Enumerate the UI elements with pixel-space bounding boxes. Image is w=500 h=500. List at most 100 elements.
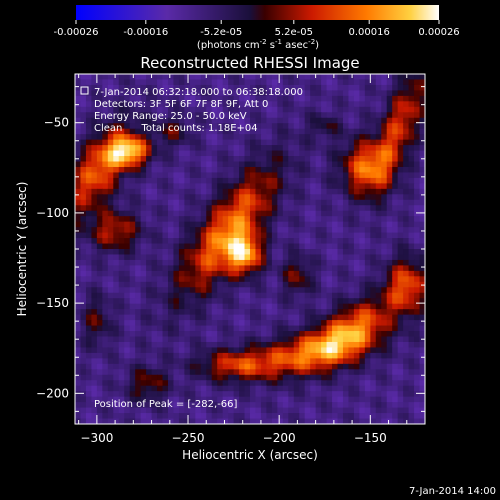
heatmap-cell <box>414 216 421 223</box>
heatmap-cell <box>260 150 268 157</box>
heatmap-cell <box>118 139 125 146</box>
heatmap-cell <box>282 374 289 381</box>
heatmap-cell <box>315 95 322 102</box>
heatmap-cell <box>91 150 98 157</box>
peak-position-text: Position of Peak = [-282,-66] <box>94 399 238 410</box>
heatmap-cell <box>96 418 103 424</box>
heatmap-cell <box>304 352 311 359</box>
heatmap-cell <box>113 139 120 146</box>
heatmap-cell <box>129 79 136 86</box>
heatmap-cell <box>353 418 360 424</box>
heatmap-cell <box>157 374 164 381</box>
heatmap-cell <box>162 347 169 354</box>
heatmap-cell <box>353 369 360 376</box>
heatmap-cell <box>381 84 388 92</box>
heatmap-cell <box>157 341 164 349</box>
heatmap-cell <box>233 134 240 141</box>
heatmap-cell <box>403 413 410 420</box>
heatmap-cell <box>419 385 425 392</box>
heatmap-cell <box>321 259 328 267</box>
heatmap-cell <box>277 314 284 321</box>
heatmap-cell <box>381 172 388 179</box>
heatmap-cell <box>200 243 207 250</box>
heatmap-cell <box>113 352 120 359</box>
heatmap-cell <box>288 221 295 228</box>
heatmap-cell <box>244 243 251 250</box>
heatmap-cell <box>337 369 344 376</box>
heatmap-cell <box>195 227 202 234</box>
heatmap-cell <box>173 232 180 239</box>
heatmap-cell <box>386 79 393 86</box>
heatmap-cell <box>408 238 415 245</box>
heatmap-cell <box>315 265 322 272</box>
heatmap-cell <box>91 413 98 420</box>
heatmap-cell <box>167 385 175 392</box>
heatmap-cell <box>244 352 251 359</box>
heatmap-cell <box>184 74 191 81</box>
heatmap-cell <box>113 117 120 124</box>
heatmap-cell <box>162 331 169 338</box>
heatmap-cell <box>75 292 82 299</box>
heatmap-cell <box>239 177 246 184</box>
heatmap-cell <box>282 249 289 256</box>
heatmap-cell <box>364 238 371 245</box>
heatmap-cell <box>167 380 175 387</box>
heatmap-cell <box>178 238 185 245</box>
heatmap-cell <box>348 259 355 267</box>
heatmap-cell <box>353 101 360 108</box>
heatmap-cell <box>178 341 185 349</box>
heatmap-cell <box>293 150 300 157</box>
heatmap-cell <box>107 418 114 424</box>
heatmap-cell <box>321 287 328 294</box>
heatmap-cell <box>293 259 300 267</box>
colorbar <box>76 5 439 20</box>
heatmap-cell <box>403 221 410 228</box>
heatmap-cell <box>408 314 415 321</box>
heatmap-cell <box>419 358 425 365</box>
heatmap-cell <box>206 112 213 119</box>
heatmap-cell <box>310 281 317 288</box>
heatmap-cell <box>80 331 87 338</box>
heatmap-cell <box>217 210 224 217</box>
heatmap-cell <box>239 243 246 250</box>
heatmap-cell <box>260 369 268 376</box>
heatmap-cell <box>348 101 355 108</box>
heatmap-cell <box>271 216 278 223</box>
heatmap-cell <box>403 303 410 310</box>
heatmap-cell <box>233 161 240 168</box>
colorbar-tick-label: 5.2e-05 <box>275 27 313 38</box>
heatmap-cell <box>337 161 344 168</box>
heatmap-cell <box>146 90 153 97</box>
heatmap-cell <box>239 216 246 223</box>
heatmap-cell <box>113 396 120 403</box>
heatmap-cell <box>408 259 415 267</box>
heatmap-cell <box>403 199 410 206</box>
heatmap-cell <box>266 238 273 245</box>
heatmap-cell <box>288 199 295 206</box>
heatmap-cell <box>162 128 169 135</box>
heatmap-cell <box>337 238 344 245</box>
heatmap-cell <box>293 402 300 409</box>
heatmap-cell <box>321 407 328 414</box>
heatmap-cell <box>321 413 328 420</box>
heatmap-cell <box>239 205 246 212</box>
heatmap-cell <box>282 259 289 267</box>
heatmap-cell <box>96 380 103 387</box>
heatmap-cell <box>250 325 257 332</box>
heatmap-cell <box>211 380 218 387</box>
heatmap-cell <box>124 156 131 163</box>
heatmap-cell <box>381 79 388 86</box>
heatmap-cell <box>211 347 218 354</box>
heatmap-cell <box>288 95 295 102</box>
heatmap-cell <box>299 123 306 130</box>
heatmap-cell <box>244 303 251 310</box>
heatmap-cell <box>271 336 278 343</box>
heatmap-cell <box>386 156 393 163</box>
heatmap-cell <box>151 265 158 272</box>
heatmap-cell <box>392 336 399 343</box>
heatmap-cell <box>162 413 169 420</box>
heatmap-cell <box>217 106 224 113</box>
heatmap-cell <box>310 172 317 179</box>
heatmap-cell <box>129 74 136 81</box>
heatmap-cell <box>271 254 278 261</box>
